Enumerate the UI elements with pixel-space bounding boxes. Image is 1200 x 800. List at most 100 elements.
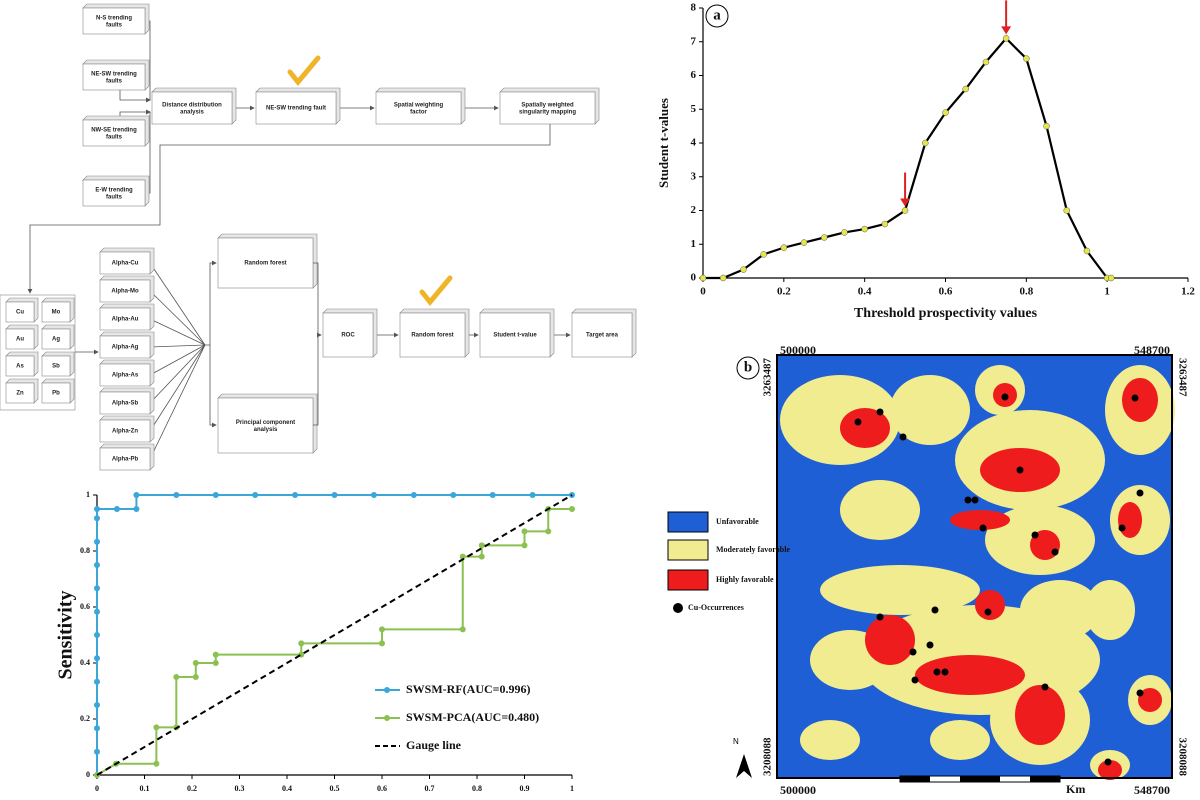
coord-label: 3208088 [762,737,774,776]
x-tick-label: 0 [700,286,706,298]
x-tick-label: 0.7 [425,784,435,793]
element-box-label: Ag [52,337,60,343]
pipeline-box-label: Student t-value [493,333,537,339]
alpha-box-label: Alpha-Au [112,317,139,323]
alpha-box [99,279,151,303]
y-tick-label: 6 [691,69,697,81]
occurrence-points [854,393,1144,766]
series-marker [94,655,100,662]
series-marker [901,207,909,214]
series-marker [173,674,180,680]
element-box-label: Mo [52,310,61,316]
x-tick-label: 1.2 [1181,286,1195,298]
x-tick-label: 0.6 [377,784,387,793]
series-marker [212,492,219,498]
x-tick-label: 0.3 [235,784,245,793]
series-marker [982,58,990,66]
connector [313,335,319,426]
series-marker [292,492,299,498]
element-box [5,382,35,404]
fault-box-label: N-S trending faults [96,15,132,28]
series-marker [94,725,100,732]
connector [27,124,551,294]
series-marker [962,85,969,93]
north-label: N [733,737,739,746]
alpha-box-label: Alpha-Cu [112,261,139,267]
y-tick-label: 0 [86,770,90,779]
legend-label: Gauge line [406,738,462,752]
alpha-box [99,447,151,471]
alpha-box [99,363,151,387]
element-box [41,328,71,350]
element-box [5,328,35,350]
legend-swatch [667,539,709,561]
alpha-box-label: Alpha-Sb [112,401,139,407]
series-marker [94,538,100,545]
series-marker [133,492,140,498]
series-marker [212,651,219,658]
x-tick-label: 0.4 [858,286,872,298]
x-axis-label: Threshold prospectivity values [854,306,1038,321]
series-marker [489,492,496,498]
series-marker [94,506,100,512]
series-marker [113,506,120,512]
connector [149,344,206,460]
legend-swatch [673,603,683,613]
connector [149,290,206,346]
step-box [151,91,233,125]
fault-box [82,7,146,35]
series-marker [881,220,889,228]
series-marker [94,632,100,638]
y-tick-label: 1 [691,238,697,250]
x-tick-label: 0.8 [1019,286,1033,298]
element-box [41,355,71,377]
x-tick-label: 0 [95,784,99,793]
connector [149,344,206,348]
series-marker [94,748,100,755]
pipeline-box [571,312,633,358]
series-marker [192,674,199,680]
connector [313,262,322,338]
alpha-box-label: Alpha-Zn [112,429,138,435]
pipeline-box-label: Random forest [411,333,453,339]
series-marker [841,229,848,236]
step-box [255,91,337,125]
element-box-label: Pb [52,391,60,397]
element-box-label: Au [16,337,24,343]
element-box [41,301,71,323]
x-tick-label: 0.1 [140,784,150,793]
annotation-arrow [1001,26,1012,35]
series-marker [821,234,828,241]
step-box-label: Spatial weighting factor [394,102,444,115]
series-marker [699,274,707,282]
element-box-label: Sb [52,364,60,370]
step-box [499,91,596,125]
series-marker [1043,122,1050,130]
y-tick-label: 5 [691,103,697,115]
y-tick-label: 3 [691,170,697,182]
alpha-box [99,419,151,443]
check-mark [287,55,321,86]
fault-box [82,119,146,147]
legend-swatch [667,511,709,533]
legend-label: Unfavorable [716,517,759,526]
series-marker [94,515,100,522]
method-box-label: Principal component analysis [236,420,295,433]
series-marker [459,626,466,633]
series-marker [379,640,385,647]
alpha-box-label: Alpha-Ag [112,345,139,351]
y-tick-label: 0 [691,272,697,284]
element-box [5,355,35,377]
series-line [96,494,573,776]
alpha-box-label: Alpha-As [112,373,139,379]
series-marker [459,553,466,560]
series-marker [153,724,160,731]
element-box-label: As [16,364,24,370]
fault-box-label: NW-SE trending faults [91,127,137,140]
x-tick-label: 1 [1104,286,1110,298]
check-mark [419,275,453,306]
connector [205,260,217,346]
series-marker [1023,55,1030,62]
connector [149,262,206,346]
